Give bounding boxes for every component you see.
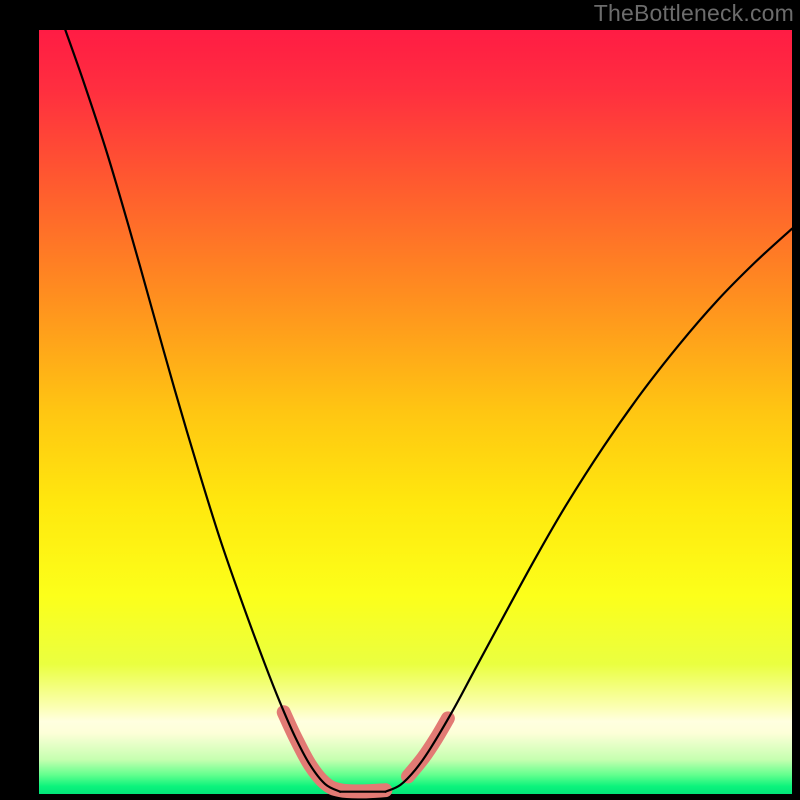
chart-canvas: TheBottleneck.com bbox=[0, 0, 800, 800]
plot-background bbox=[39, 30, 792, 794]
bottleneck-chart bbox=[0, 0, 800, 800]
